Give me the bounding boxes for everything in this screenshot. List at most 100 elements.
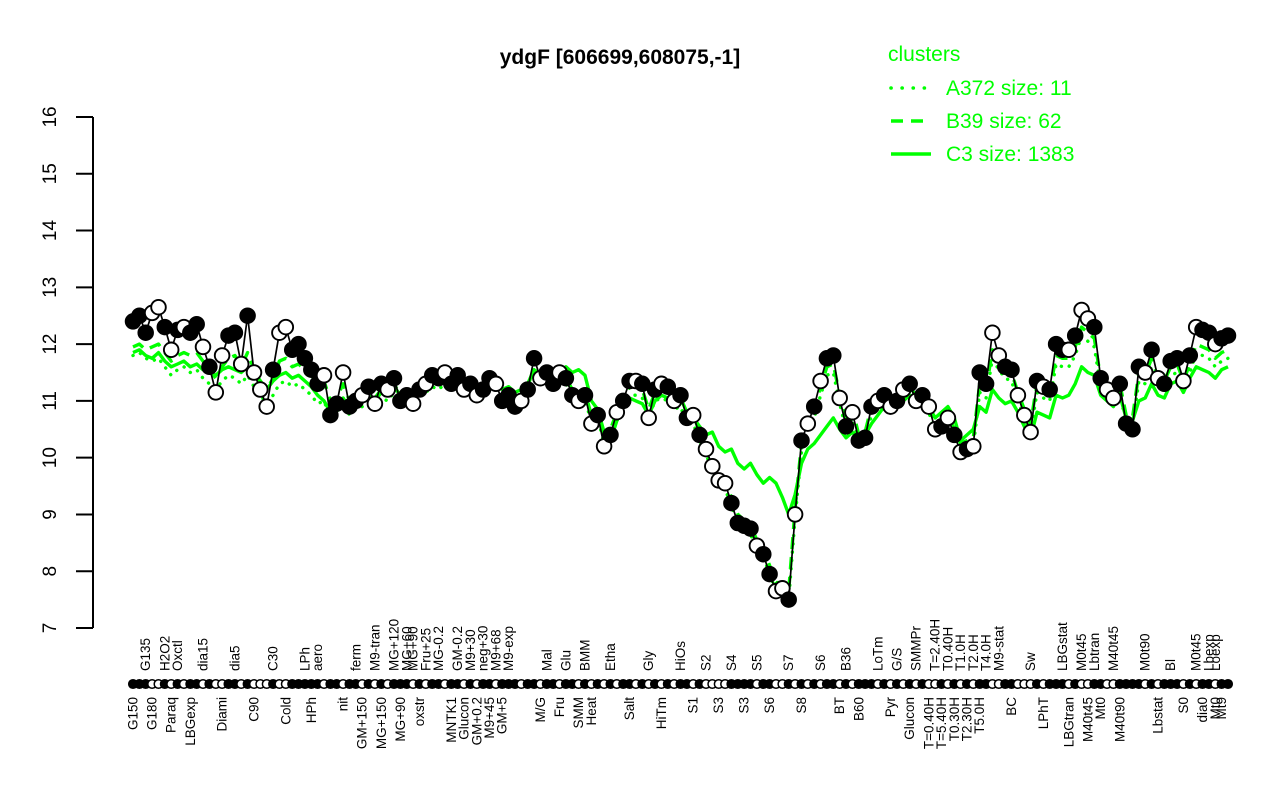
data-point — [672, 386, 689, 404]
x-axis-label-bottom: S6 — [762, 697, 777, 714]
x-axis-label-top: T2.0H — [966, 634, 981, 671]
data-point — [1086, 318, 1103, 336]
chart-title: ydgF [606699,608075,-1] — [499, 46, 741, 69]
data-point — [252, 381, 269, 398]
y-axis-tick-label: 7 — [40, 623, 61, 634]
data-point — [239, 307, 256, 324]
data-point — [1022, 423, 1039, 441]
x-axis-label-bottom: Heat — [584, 697, 599, 726]
x-axis-label-bottom: T2.30H — [960, 697, 975, 741]
x-axis-label-top: Oxctl — [170, 640, 185, 671]
x-axis-label-bottom: MG+150 — [374, 697, 389, 749]
data-point — [723, 494, 740, 512]
x-axis-label-top: S6 — [813, 654, 828, 671]
data-point — [939, 409, 957, 427]
legend-item-label: C3 size: 1383 — [946, 142, 1075, 166]
legend-item-a372: A372 size: 11 — [888, 77, 1074, 99]
x-axis-label-top: S4 — [724, 654, 739, 671]
x-axis-label-bottom: T=5.40H — [934, 697, 949, 749]
y-axis-tick-label: 14 — [40, 220, 61, 242]
y-axis-tick-label: 16 — [40, 106, 61, 127]
y-axis-tick-label: 13 — [40, 277, 61, 298]
x-axis-label-bottom: T0.30H — [947, 697, 962, 741]
x-axis-label-bottom: M40t90 — [1112, 697, 1127, 742]
x-axis-label-bottom: S3 — [711, 697, 726, 714]
x-axis-label-top: S2 — [699, 654, 714, 671]
data-point — [697, 440, 715, 458]
x-axis-label-top: C30 — [266, 646, 281, 671]
data-point — [837, 418, 855, 435]
data-point — [487, 375, 505, 393]
x-axis-label-bottom: Fru — [552, 697, 567, 717]
x-axis-label-bottom: oxstr — [412, 697, 427, 727]
data-point — [334, 364, 352, 381]
x-axis-label-bottom: Salt — [622, 697, 637, 721]
x-axis-label-bottom: MG+90 — [393, 697, 408, 742]
x-axis-label-bottom: T=0.40H — [921, 697, 936, 749]
condition-marker — [1222, 678, 1234, 690]
x-axis-label-bottom: G180 — [145, 697, 160, 730]
cluster-line-c3 — [132, 348, 1229, 517]
x-axis-label-top: M0t45 — [1074, 633, 1089, 671]
data-point — [831, 389, 848, 407]
x-axis-label-top: Fru+25 — [418, 628, 433, 671]
data-point — [691, 426, 708, 444]
data-point — [258, 398, 275, 415]
x-axis-label-top: T1.0H — [953, 634, 968, 671]
data-point — [799, 415, 817, 432]
x-axis-label-top: Lbexp — [1201, 634, 1216, 671]
x-axis-label-top: LBGstat — [1055, 622, 1070, 671]
data-point — [150, 298, 167, 316]
x-axis-label-bottom: T5.0H — [972, 697, 987, 734]
data-point — [589, 406, 606, 424]
dashed-line-sample-icon — [891, 119, 931, 123]
x-axis-label-bottom: GM+150 — [355, 697, 370, 749]
data-point — [277, 318, 295, 336]
x-axis-label-top: B36 — [839, 647, 854, 671]
x-axis-label-bottom: Mt9 — [1214, 697, 1229, 720]
x-axis-label-bottom: LBGtran — [1061, 697, 1076, 747]
x-axis-label-bottom: MNTK1 — [444, 697, 459, 743]
data-point — [525, 350, 543, 367]
x-axis-label-top: T=2.40H — [928, 619, 943, 671]
data-point — [404, 395, 422, 412]
x-axis-label-top: H2O2 — [157, 636, 172, 671]
x-axis-label-top: LoTm — [870, 636, 885, 671]
x-axis-label-bottom: nit — [336, 697, 351, 712]
y-axis-tick-label: 9 — [40, 509, 61, 520]
y-axis-tick-label: 12 — [40, 334, 61, 355]
data-point — [812, 372, 829, 390]
x-axis-label-top: Gly — [641, 651, 656, 672]
data-point — [1181, 347, 1199, 364]
data-point — [1124, 421, 1141, 438]
legend-item-b39: B39 size: 62 — [888, 110, 1074, 132]
x-axis-label-top: Sw — [1023, 652, 1038, 671]
x-axis-label-bottom: S1 — [686, 697, 701, 714]
data-point — [1003, 361, 1020, 378]
data-point — [162, 341, 180, 359]
x-axis-label-bottom: GM+5 — [495, 697, 510, 734]
x-axis-label-bottom: SMM — [571, 697, 586, 729]
data-point — [226, 324, 244, 341]
data-point — [385, 369, 403, 387]
x-axis-label-top: T4.0H — [979, 634, 994, 671]
x-axis-label-top: T0.40H — [940, 627, 955, 671]
data-point — [1105, 389, 1122, 407]
x-axis-label-bottom: GM+0.2 — [469, 697, 484, 745]
x-axis-label-top: Loexp — [1208, 634, 1223, 671]
x-axis-label-bottom: HPh — [304, 697, 319, 723]
data-point — [602, 426, 619, 444]
x-axis-label-bottom: G150 — [126, 697, 141, 730]
data-point — [856, 429, 874, 447]
data-point — [640, 409, 657, 427]
x-axis-label-bottom: M40t45 — [1080, 697, 1095, 742]
legend-item-label: A372 size: 11 — [946, 76, 1072, 100]
x-axis-label-top: Bl — [1163, 659, 1178, 671]
data-point — [245, 364, 263, 381]
data-point — [557, 369, 575, 387]
x-axis-label-top: GM-0.2 — [450, 626, 465, 671]
x-axis-label-bottom: Cold — [278, 697, 293, 725]
data-point — [201, 358, 218, 376]
